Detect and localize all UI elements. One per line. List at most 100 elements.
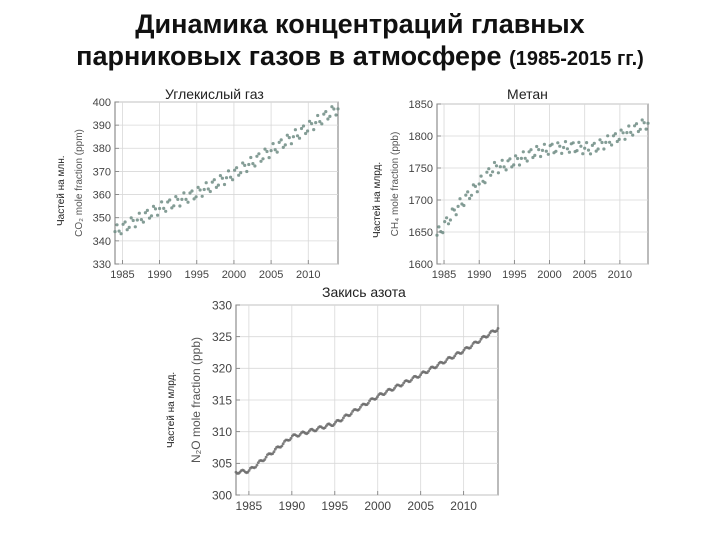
n2o-data-point [255,463,259,467]
co2-data-point [145,208,149,212]
ch4-data-point [640,118,644,122]
ch4-data-point [627,124,631,128]
ch4-data-point [462,203,466,208]
ch4-data-point [596,147,600,151]
co2-data-point [184,197,188,201]
co2-data-point [306,129,310,133]
n2o-ytick-label: 305 [212,457,232,471]
title-line-1: Динамика концентраций главных [135,9,585,39]
co2-data-point [137,211,141,215]
co2-data-point [222,182,227,187]
co2-data-point [198,188,202,192]
ch4-data-point [567,150,572,154]
ch4-ytick-label: 1850 [409,99,433,111]
ch4-data-point [602,147,606,151]
n2o-data-point [418,375,421,378]
co2-xtick-label: 2005 [259,269,283,281]
title-range: (1985-2015 гг.) [509,48,644,70]
n2o-ytick-label: 300 [212,488,232,502]
co2-data-point [235,166,239,170]
ch4-data-point [452,208,456,212]
n2o-data-point [359,405,362,409]
ch4-data-point [615,139,619,144]
co2-data-point [316,113,320,118]
ch4-data-point [571,141,575,145]
ch4-data-point [537,148,541,152]
co2-data-point [243,163,247,167]
co2-data-point [210,180,214,184]
co2-data-point [151,204,156,208]
ch4-data-point [487,167,491,171]
co2-ytick-label: 350 [93,213,111,225]
co2-data-point [237,173,241,177]
ch4-data-point [437,225,441,229]
co2-ytick-label: 330 [93,259,111,271]
co2-data-point [200,194,204,198]
co2-data-point [330,105,334,109]
co2-data-point [158,206,162,211]
co2-data-point [131,218,135,223]
co2-y-axis-label: CO₂ mole fraction (ppm) [74,129,85,237]
n2o-data-point [427,369,430,373]
co2-data-point [318,120,322,124]
co2-data-point [121,222,125,226]
co2-data-point [172,204,176,208]
ch4-data-point [504,168,508,172]
ch4-data-points [435,118,650,237]
co2-data-point [279,138,283,142]
ch4-data-point [527,150,531,154]
co2-data-point [295,134,300,138]
co2-data-point [153,207,158,211]
n2o-data-point [366,401,370,405]
ch4-data-point [562,145,566,150]
co2-data-point [156,213,160,217]
ch4-data-point [491,170,495,174]
ch4-data-point [464,193,468,197]
ch4-data-point [494,164,499,168]
ch4-data-point [525,159,529,163]
n2o-data-point [479,337,483,341]
co2-ytick-label: 400 [93,97,111,109]
co2-data-point [162,206,166,210]
n2o-data-point [280,444,284,448]
co2-data-point [291,135,295,139]
co2-data-point [332,107,336,111]
ch4-data-point [542,142,547,146]
co2-data-point [293,128,297,132]
co2-data-point [224,176,229,180]
co2-data-point [312,128,316,132]
title-line-2: парниковых газов в атмосфере (1985-2015 … [0,40,720,75]
n2o-xtick-label: 1995 [321,499,348,513]
co2-data-point [336,107,340,111]
co2-data-point [245,169,249,174]
ch4-data-point [583,146,587,150]
co2-data-point [253,164,257,168]
ch4-data-point [611,134,616,138]
n2o-data-point [462,348,466,352]
co2-data-point [174,195,178,199]
co2-data-point [241,161,245,165]
ch4-data-point [533,153,537,157]
ch4-data-point [514,154,518,158]
ch4-data-point [606,134,610,138]
co2-data-point [269,149,273,153]
ch4-data-point [458,197,462,201]
n2o-ytick-label: 330 [212,298,232,312]
co2-data-point [220,176,224,180]
co2-data-point [180,197,184,201]
co2-data-point [127,225,131,229]
co2-ytick-label: 360 [93,190,111,202]
ch4-data-point [512,163,516,167]
co2-data-point [257,152,261,156]
n2o-data-point [487,333,491,337]
ch4-data-point [473,184,477,188]
ch4-data-point [621,131,625,135]
ch4-data-point [435,233,439,237]
co2-data-point [273,148,277,152]
co2-data-point [255,154,259,158]
ch4-data-point [604,140,608,144]
n2o-data-point [289,436,293,440]
ch4-data-point [638,127,642,131]
co2-data-point [149,214,154,218]
n2o-data-point [281,442,285,446]
